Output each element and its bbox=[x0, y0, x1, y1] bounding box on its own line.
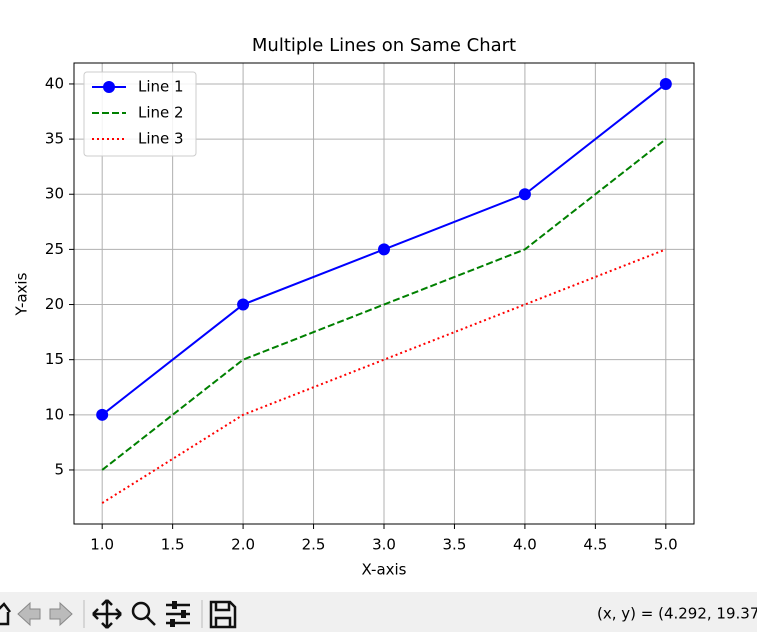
zoom-button[interactable] bbox=[131, 601, 156, 626]
x-tick-label: 1.5 bbox=[161, 536, 185, 554]
x-tick-label: 5.0 bbox=[654, 536, 678, 554]
series-line bbox=[101, 138, 667, 471]
y-tick-label: 5 bbox=[54, 460, 64, 478]
x-tick-label: 3.0 bbox=[372, 536, 396, 554]
toolbar bbox=[0, 592, 757, 632]
y-tick-label: 25 bbox=[45, 240, 64, 258]
x-tick-label: 2.5 bbox=[302, 536, 326, 554]
x-axis-label: X-axis bbox=[362, 561, 407, 579]
y-tick-label: 40 bbox=[45, 74, 64, 92]
x-tick-label: 4.5 bbox=[583, 536, 607, 554]
plot-area: 1.0 1.5 2.0 2.5 3.0 3.5 4.0 4.5 5.0 5 10 15 20 25 30 35… bbox=[45, 62, 695, 554]
configure-button[interactable] bbox=[166, 601, 190, 627]
status-text: (x, y) = (4.292, 19.37) bbox=[597, 605, 757, 623]
back-button[interactable] bbox=[17, 601, 41, 627]
legend-label: Line 1 bbox=[138, 78, 184, 96]
y-tick-label: 10 bbox=[45, 405, 64, 423]
y-axis-label: Y-axis bbox=[13, 272, 31, 316]
home-button[interactable] bbox=[0, 602, 11, 626]
x-tick-label: 4.0 bbox=[513, 536, 537, 554]
legend-label: Line 2 bbox=[138, 104, 184, 122]
legend-marker bbox=[103, 81, 115, 93]
save-button[interactable] bbox=[209, 600, 237, 629]
data-point bbox=[659, 77, 672, 90]
y-tick-label: 20 bbox=[45, 295, 64, 313]
legend-box bbox=[83, 71, 197, 157]
chart-title: Multiple Lines on Same Chart bbox=[252, 35, 516, 56]
x-tick-label: 1.0 bbox=[90, 536, 114, 554]
data-point bbox=[378, 243, 390, 256]
y-tick-label: 30 bbox=[45, 185, 64, 203]
x-tick-label: 2.0 bbox=[231, 536, 255, 554]
y-tick-label: 35 bbox=[45, 130, 64, 148]
x-tick-label: 3.5 bbox=[443, 536, 467, 554]
y-tick-label: 15 bbox=[45, 350, 64, 368]
data-point bbox=[518, 188, 531, 201]
series-line bbox=[101, 248, 667, 504]
plot-frame bbox=[73, 62, 695, 525]
data-point bbox=[96, 408, 109, 421]
data-point bbox=[237, 298, 250, 311]
forward-button[interactable] bbox=[49, 601, 73, 627]
pan-button[interactable] bbox=[92, 599, 122, 629]
legend-label: Line 3 bbox=[138, 130, 184, 148]
